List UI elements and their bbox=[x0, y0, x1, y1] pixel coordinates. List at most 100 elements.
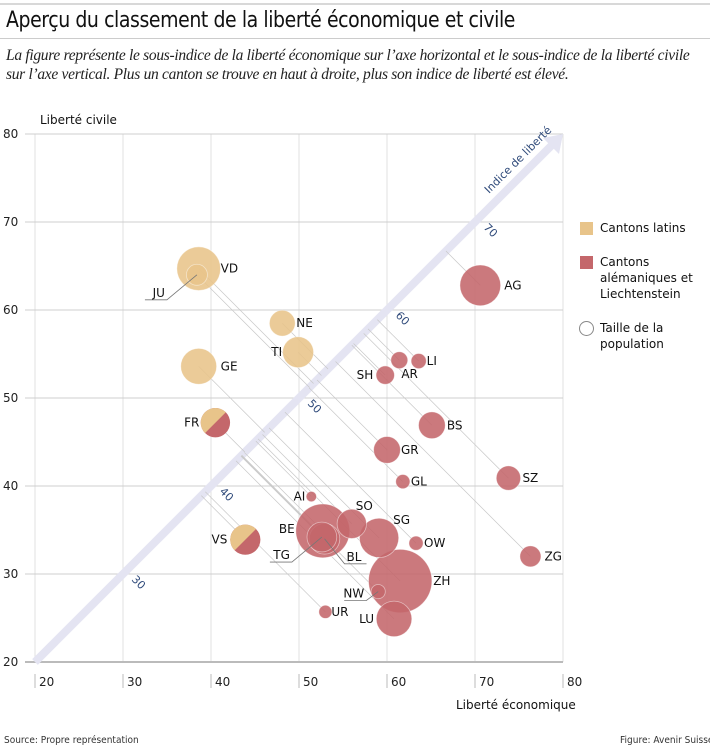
diagonal-label: Indice de liberté bbox=[482, 124, 554, 196]
title-rule bbox=[0, 38, 710, 39]
legend-item-latin: Cantons latins bbox=[580, 220, 710, 236]
circle-size-icon bbox=[579, 321, 594, 336]
bubble-zg bbox=[519, 545, 542, 568]
x-tick-label: 30 bbox=[127, 675, 142, 689]
bubble-li bbox=[410, 353, 427, 370]
label-sz: SZ bbox=[522, 471, 538, 485]
projection-line bbox=[196, 274, 310, 388]
diagonal-tick-label: 70 bbox=[481, 221, 500, 240]
leader-line bbox=[269, 536, 323, 563]
top-rule bbox=[0, 3, 710, 5]
x-tick-label: 80 bbox=[567, 675, 582, 689]
bubble-ti bbox=[282, 336, 314, 369]
bubble-ne bbox=[268, 309, 296, 337]
y-tick-label: 60 bbox=[3, 303, 18, 317]
latin-swatch bbox=[580, 222, 593, 235]
legend: Cantons latins Cantons alémaniques et Li… bbox=[579, 220, 710, 366]
label-nw: NW bbox=[343, 587, 364, 601]
bubble-sz bbox=[495, 465, 522, 491]
label-gl: GL bbox=[411, 475, 427, 489]
bubbles bbox=[176, 246, 542, 638]
projection-line bbox=[308, 387, 404, 482]
bubble-fr bbox=[200, 407, 231, 438]
label-ur: UR bbox=[331, 605, 348, 619]
label-ne: NE bbox=[296, 316, 313, 330]
projection-line bbox=[205, 491, 326, 613]
legend-label-latin: Cantons latins bbox=[600, 221, 686, 235]
y-tick-label: 80 bbox=[3, 127, 18, 141]
projection-line bbox=[363, 333, 509, 479]
y-tick-label: 20 bbox=[3, 655, 18, 669]
arrow-shaft bbox=[32, 139, 558, 665]
bubble-sh bbox=[375, 365, 395, 385]
bubble-gr bbox=[373, 436, 401, 464]
leader-line bbox=[324, 538, 367, 565]
figure-credit: Figure: Avenir Suisse bbox=[620, 735, 710, 746]
y-tick-label: 40 bbox=[3, 479, 18, 493]
x-tick-label: 60 bbox=[391, 675, 406, 689]
german-swatch bbox=[580, 256, 593, 269]
label-bl: BL bbox=[347, 550, 362, 564]
y-tick-label: 70 bbox=[3, 215, 18, 229]
label-ti: TI bbox=[270, 345, 282, 359]
projection-line bbox=[351, 344, 433, 426]
x-tick-label: 20 bbox=[39, 675, 54, 689]
bubble-sg bbox=[359, 517, 400, 558]
bubble-so bbox=[336, 508, 367, 539]
diagonal-tick-label: 60 bbox=[393, 309, 412, 328]
diagonal-tick-label: 40 bbox=[217, 485, 236, 504]
label-lu: LU bbox=[359, 612, 374, 626]
bubble-lu bbox=[375, 600, 413, 638]
label-ow: OW bbox=[424, 536, 445, 550]
bubble-ge bbox=[180, 347, 218, 385]
label-ag: AG bbox=[504, 278, 521, 292]
bubble-ar bbox=[390, 351, 409, 369]
label-zg: ZG bbox=[544, 549, 562, 563]
label-fr: FR bbox=[184, 416, 199, 430]
chart-subtitle: La figure représente le sous-indice de l… bbox=[6, 47, 690, 83]
bubble-labels: VD JU NE TI GE FR VS AG AR LI SH BS GR GL SZ AI SO SG OW ZG… bbox=[144, 262, 562, 626]
diagonal-tick-label: 30 bbox=[129, 573, 148, 592]
label-tg: TG bbox=[272, 548, 290, 562]
bubble-ow bbox=[408, 535, 424, 551]
x-tick-label: 50 bbox=[303, 675, 318, 689]
label-vd: VD bbox=[221, 262, 238, 276]
label-so: SO bbox=[356, 499, 373, 513]
x-axis-label: Liberté économique bbox=[456, 698, 576, 712]
label-be: BE bbox=[279, 522, 295, 536]
bubble-gl bbox=[395, 474, 411, 490]
source-note: Source: Propre représentation bbox=[4, 735, 139, 746]
label-sg: SG bbox=[393, 513, 410, 527]
label-ju: JU bbox=[152, 286, 165, 300]
label-zh: ZH bbox=[433, 574, 450, 588]
x-tick-label: 70 bbox=[479, 675, 494, 689]
label-ge: GE bbox=[221, 359, 238, 373]
label-sh: SH bbox=[357, 368, 374, 382]
label-vs: VS bbox=[211, 533, 227, 547]
bubble-bs bbox=[418, 411, 446, 440]
legend-label-german: Cantons alémaniques et Liechtenstein bbox=[600, 255, 693, 301]
axis-ticks: 20 30 40 50 60 70 80 20 30 40 50 60 70 80 bbox=[3, 127, 582, 689]
label-gr: GR bbox=[401, 443, 419, 457]
arrow-head-icon bbox=[543, 134, 563, 154]
bubble-vs bbox=[230, 524, 261, 555]
chart-title: Aperçu du classement de la liberté écono… bbox=[6, 8, 515, 33]
bubble-ju bbox=[186, 263, 208, 286]
label-ai: AI bbox=[294, 490, 306, 504]
label-ar: AR bbox=[401, 367, 418, 381]
y-axis-label: Liberté civile bbox=[40, 113, 117, 127]
legend-item-german: Cantons alémaniques et Liechtenstein bbox=[580, 254, 710, 302]
label-li: LI bbox=[427, 354, 437, 368]
leader-line bbox=[344, 591, 379, 601]
label-bs: BS bbox=[447, 418, 463, 432]
legend-label-size: Taille de la population bbox=[600, 321, 664, 351]
leader-line bbox=[144, 274, 198, 301]
bubble-ai bbox=[305, 490, 317, 503]
projection-line bbox=[316, 379, 388, 451]
y-tick-label: 30 bbox=[3, 567, 18, 581]
x-tick-label: 40 bbox=[215, 675, 230, 689]
projection-line bbox=[377, 319, 419, 362]
bubble-ag bbox=[459, 264, 502, 307]
projection-line bbox=[335, 361, 531, 557]
